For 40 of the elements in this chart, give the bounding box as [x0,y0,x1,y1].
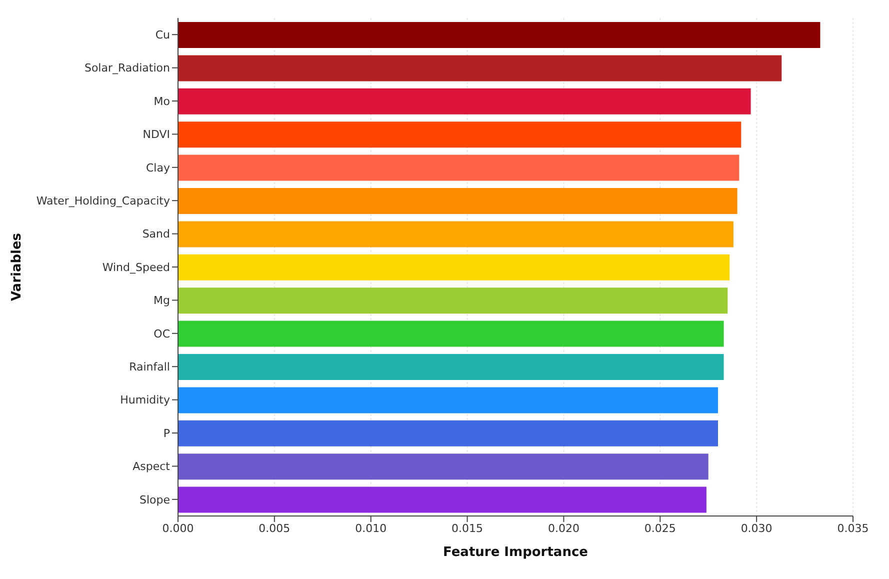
y-tick-label: NDVI [142,128,170,142]
bar [178,354,724,380]
y-tick-label: Slope [139,493,170,506]
x-tick-label: 0.000 [162,522,194,535]
y-tick-label: Clay [146,161,170,174]
y-axis-title: Variables [10,232,25,302]
bar [178,221,734,248]
bar [178,188,738,214]
bar [178,387,718,414]
y-tick-label: Wind_Speed [102,260,170,274]
y-tick-label: Humidity [120,394,170,407]
y-tick-label: Cu [155,28,170,42]
y-tick-label: P [163,426,170,440]
x-tick-label: 0.015 [452,522,484,535]
bar [178,486,706,513]
x-tick-label: 0.020 [548,522,580,535]
bar [178,55,782,82]
y-tick-label: Sand [142,228,170,241]
x-tick-label: 0.035 [837,522,869,535]
y-tick-label: Mg [154,294,170,308]
bar [178,154,740,181]
bar [178,122,742,148]
x-tick-label: 0.005 [258,522,290,535]
x-axis-title: Feature Importance [443,545,588,560]
y-tick-label: Mo [154,94,170,108]
y-tick-label: Solar_Radiation [84,62,170,75]
y-tick-label: Water_Holding_Capacity [36,194,170,208]
bar [178,320,724,347]
y-tick-label: Aspect [132,460,171,474]
bar [178,420,718,446]
y-tick-label: OC [154,327,170,340]
x-tick-label: 0.010 [355,522,387,535]
bar [178,288,728,314]
x-tick-label: 0.025 [644,522,676,535]
x-tick-label: 0.030 [740,522,772,535]
bar [178,88,751,114]
bar [178,22,820,48]
y-tick-label: Rainfall [129,360,170,374]
bar [178,454,708,480]
bar [178,254,730,280]
